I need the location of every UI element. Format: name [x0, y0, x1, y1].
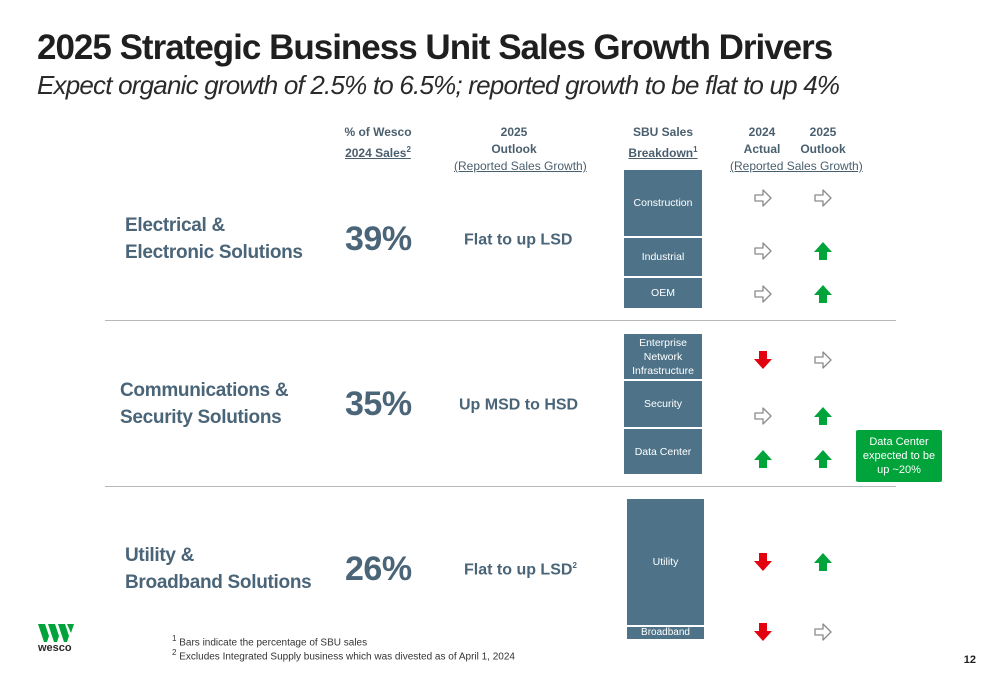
red-down-arrow-icon — [752, 551, 774, 573]
wesco-logo-icon — [38, 624, 74, 647]
segment-outlook: Flat to up LSD2 — [464, 561, 577, 579]
sbu-bar: Data Center — [624, 429, 702, 474]
segment-name: Utility & Broadband Solutions — [125, 545, 312, 593]
right-arrow-outline-icon — [812, 187, 834, 209]
footnote-2: 2 Excludes Integrated Supply business wh… — [172, 648, 515, 663]
header-2025-outlook: 2025 Outlook (Reported Sales Growth) — [454, 125, 587, 173]
right-arrow-outline-icon — [812, 349, 834, 371]
footnote-1: 1 Bars indicate the percentage of SBU sa… — [172, 634, 368, 649]
sbu-bar: Security — [624, 381, 702, 427]
red-down-arrow-icon — [752, 621, 774, 643]
sbu-bar: OEM — [624, 278, 702, 308]
header-pct-sales: % of Wesco 2024 Sales2 — [344, 125, 412, 160]
segment-pct: 26% — [345, 550, 412, 588]
section-divider — [105, 486, 896, 487]
sbu-bar: Construction — [624, 170, 702, 236]
logo-wordmark: wesco — [38, 642, 72, 654]
sbu-bar: Industrial — [624, 238, 702, 276]
right-arrow-outline-icon — [752, 187, 774, 209]
segment-name: Electrical & Electronic Solutions — [125, 215, 303, 263]
data-center-callout: Data Center expected to be up ~20% — [856, 430, 942, 482]
page-subtitle: Expect organic growth of 2.5% to 6.5%; r… — [37, 70, 840, 100]
right-arrow-outline-icon — [752, 405, 774, 427]
green-up-arrow-icon — [812, 283, 834, 305]
right-arrow-outline-icon — [752, 240, 774, 262]
right-arrow-outline-icon — [812, 621, 834, 643]
sbu-bar: Broadband — [627, 627, 704, 639]
green-up-arrow-icon — [812, 551, 834, 573]
segment-name: Communications & Security Solutions — [120, 380, 289, 428]
green-up-arrow-icon — [812, 448, 834, 470]
header-sbu-breakdown: SBU Sales Breakdown1 — [628, 125, 698, 160]
green-up-arrow-icon — [752, 448, 774, 470]
header-2024-actual: 2024 Actual — [743, 125, 781, 156]
segment-pct: 39% — [345, 220, 412, 258]
sbu-bar: Utility — [627, 499, 704, 625]
segment-pct: 35% — [345, 385, 412, 423]
segment-outlook: Flat to up LSD — [464, 231, 573, 249]
header-2025-outlook-growth: 2025 Outlook — [800, 125, 846, 156]
header-reported-growth: (Reported Sales Growth) — [730, 159, 863, 173]
page-title: 2025 Strategic Business Unit Sales Growt… — [37, 28, 833, 67]
green-up-arrow-icon — [812, 405, 834, 427]
red-down-arrow-icon — [752, 349, 774, 371]
page-number: 12 — [963, 654, 976, 666]
section-divider — [105, 320, 896, 321]
right-arrow-outline-icon — [752, 283, 774, 305]
segment-outlook: Up MSD to HSD — [459, 396, 579, 414]
sbu-bar: Enterprise Network Infrastructure — [624, 334, 702, 379]
green-up-arrow-icon — [812, 240, 834, 262]
